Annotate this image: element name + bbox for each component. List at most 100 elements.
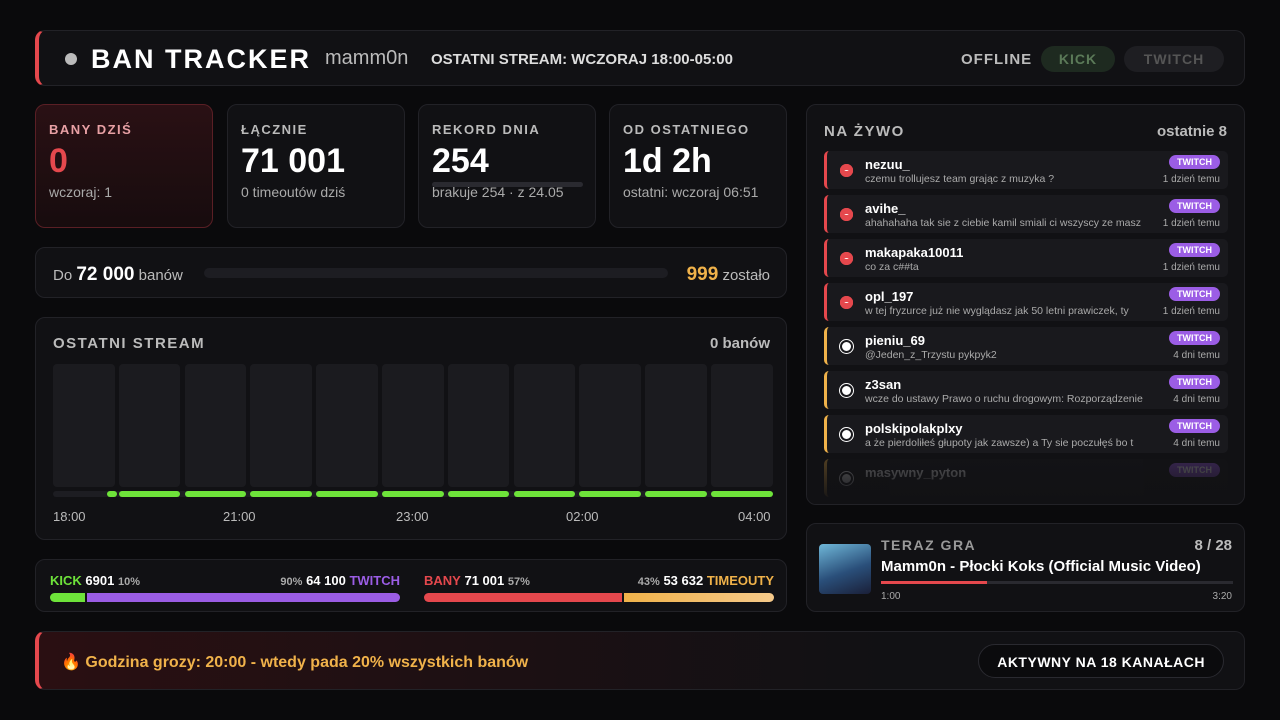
timestamp: 4 dni temu [1173, 350, 1220, 361]
left-share: 57% [507, 576, 530, 588]
right-share: 90% [280, 576, 303, 588]
hour-column [184, 364, 247, 487]
card-sub: 0 timeoutów dziś [241, 184, 346, 200]
right-bar [624, 593, 774, 602]
username: makapaka10011 [865, 245, 964, 260]
hour-column [53, 364, 115, 487]
platform-badge: TWITCH [1169, 243, 1220, 257]
np-label: TERAZ GRA [881, 537, 977, 553]
username: nezuu_ [865, 157, 910, 172]
platform-badge: TWITCH [1169, 155, 1220, 169]
hour-column [711, 364, 773, 487]
split-right: 43% 53 632 TIMEOUTY [638, 573, 774, 588]
status: OFFLINE [961, 51, 1033, 68]
timeout-icon [839, 339, 854, 354]
username: avihe_ [865, 201, 906, 216]
left-name: KICK [50, 573, 82, 588]
message: w tej fryzurce już nie wyglądasz jak 50 … [865, 305, 1129, 317]
timeline-segment [513, 491, 576, 497]
np-position: 8 / 28 [1194, 537, 1232, 554]
timeline-segment [645, 491, 707, 497]
hour-column [316, 364, 378, 487]
left-count: 6901 [85, 573, 115, 588]
card-value: 71 001 [241, 142, 345, 180]
message: @Jeden_z_Trzystu pykpyk2 [865, 349, 997, 361]
thumbnail [819, 544, 871, 594]
left-bar [50, 593, 85, 602]
stream-total: 0 banów [709, 335, 770, 352]
stream-info: OSTATNI STREAM: WCZORAJ 18:00-05:00 [431, 51, 733, 68]
time-label: 04:00 [738, 509, 771, 524]
message: a że pierdoliłeś głupoty jak zawsze) a T… [865, 437, 1134, 449]
time-label: 02:00 [566, 509, 599, 524]
timeline-segment [382, 491, 444, 497]
footer-badge: AKTYWNY NA 18 KANAŁACH [978, 644, 1224, 678]
left-share: 10% [117, 576, 140, 588]
timeline-segment [711, 491, 773, 497]
hour-column [513, 364, 576, 487]
timeout-icon [839, 383, 854, 398]
timeline-segment [579, 491, 641, 497]
stat-card: OD OSTATNIEGO 1d 2h ostatni: wczoraj 06:51 [609, 104, 787, 228]
right-name: TWITCH [349, 573, 400, 588]
card-label: BANY DZIŚ [49, 122, 133, 137]
feed-item: opl_197 w tej fryzurce już nie wyglądasz … [824, 283, 1228, 321]
platform-badge: TWITCH [1169, 287, 1220, 301]
platform-badge: TWITCH [1169, 419, 1220, 433]
card-label: REKORD DNIA [432, 122, 541, 137]
kick-button[interactable]: KICK [1041, 46, 1115, 72]
timeline-segment [250, 491, 312, 497]
right-share: 43% [637, 576, 660, 588]
right-name: TIMEOUTY [706, 573, 774, 588]
live-panel: NA ŻYWO ostatnie 8 nezuu_ czemu trollujes… [806, 104, 1245, 505]
ban-icon [840, 208, 853, 221]
footer: 🔥 Godzina grozy: 20:00 - wtedy pada 20% … [35, 631, 1245, 690]
goal-unit: banów [138, 267, 183, 284]
username: opl_197 [865, 289, 914, 304]
footer-text: 🔥 Godzina grozy: 20:00 - wtedy pada 20% … [61, 654, 529, 671]
card-value: 1d 2h [623, 142, 712, 180]
time-label: 23:00 [396, 509, 429, 524]
platform-badge: TWITCH [1169, 375, 1220, 389]
timeline-segment [447, 491, 510, 497]
np-title: Mamm0n - Płocki Koks (Official Music Vid… [881, 558, 1201, 575]
hour-column [118, 364, 181, 487]
platform-badge: TWITCH [1169, 331, 1220, 345]
card-label: OD OSTATNIEGO [623, 122, 750, 137]
timestamp: 1 dzień temu [1162, 262, 1220, 273]
timestamp: 1 dzień temu [1162, 218, 1220, 229]
timeline-segment [316, 491, 378, 497]
ban-icon [840, 296, 853, 309]
timestamp: 4 dni temu [1173, 394, 1220, 405]
left-bar [424, 593, 623, 602]
timeline-segment [118, 491, 181, 497]
message: ahahahaha tak sie z ciebie kamil smiali … [865, 217, 1142, 229]
fade [807, 455, 1244, 504]
live-count: ostatnie 8 [1156, 123, 1227, 140]
goal-left: 999 [686, 264, 719, 285]
split-bar [50, 593, 400, 602]
right-count: 64 100 [306, 573, 346, 588]
ban-icon [840, 164, 853, 177]
np-elapsed: 1:00 [881, 591, 901, 602]
split-left: KICK 6901 10% [50, 573, 140, 588]
message: co za c##ta [865, 261, 919, 273]
split-bar [424, 593, 774, 602]
timestamp: 1 dzień temu [1162, 174, 1220, 185]
left-name: BANY [424, 573, 461, 588]
username: pieniu_69 [865, 333, 925, 348]
panel-title: NA ŻYWO [824, 123, 905, 140]
feed-item: makapaka10011 co za c##ta TWITCH 1 dzień te… [824, 239, 1228, 277]
stat-card: ŁĄCZNIE 71 001 0 timeoutów dziś [227, 104, 405, 228]
np-progress [881, 581, 987, 584]
np-duration: 3:20 [1212, 591, 1232, 602]
card-sub: brakuje 254 · z 24.05 [432, 184, 564, 200]
twitch-button[interactable]: TWITCH [1124, 46, 1224, 72]
feed-item: polskipolakplxy a że pierdoliłeś głupoty … [824, 415, 1228, 453]
ban-icon [840, 252, 853, 265]
header: BAN TRACKER mamm0n OSTATNI STREAM: WCZOR… [35, 30, 1245, 86]
record-progress [432, 182, 583, 187]
username: polskipolakplxy [865, 421, 963, 436]
card-sub: ostatni: wczoraj 06:51 [623, 184, 759, 200]
